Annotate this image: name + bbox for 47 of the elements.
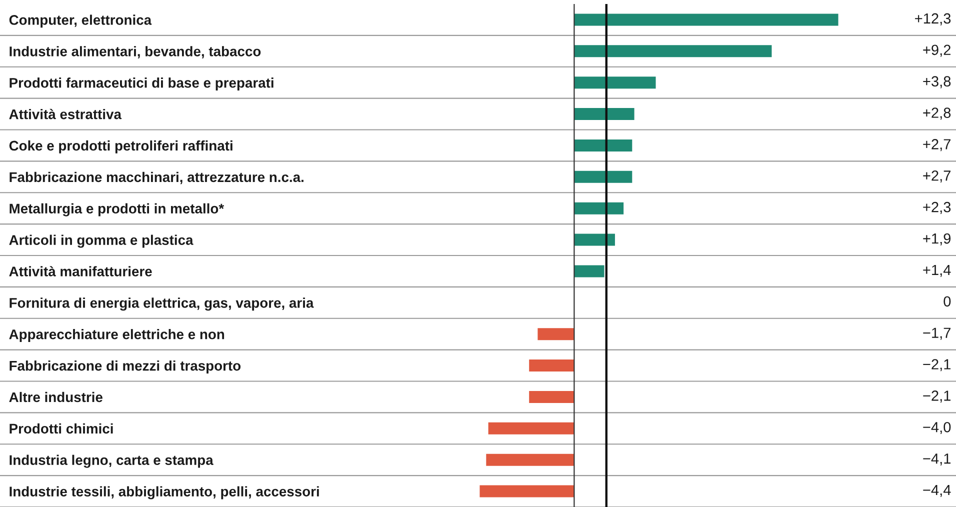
data-label: +2,3 — [923, 202, 951, 214]
bar — [574, 139, 632, 152]
bar — [488, 422, 574, 434]
bar — [574, 76, 656, 89]
y-tick-label: Apparecchiature elettriche e non — [9, 329, 224, 342]
bar — [529, 360, 574, 372]
data-label: −2,1 — [923, 359, 951, 372]
y-tick-label: Fabbricazione di mezzi di trasporto — [10, 360, 241, 374]
data-label: −1,7 — [923, 328, 950, 340]
bar — [529, 390, 574, 403]
y-tick-label: Coke e prodotti petroliferi raffinati — [9, 140, 232, 154]
data-label: +12,3 — [915, 13, 951, 26]
y-tick-label: Prodotti farmaceutici di base e preparati — [10, 78, 274, 91]
y-tick-label: Attività manifatturiere — [9, 266, 152, 276]
data-label: +9,2 — [923, 44, 950, 57]
y-tick-label: Computer, elettronica — [9, 14, 152, 28]
data-label: −4,0 — [923, 422, 951, 434]
data-label: +3,8 — [923, 76, 951, 88]
y-tick-label: Altre industrie — [9, 392, 102, 402]
y-tick-label: Articoli in gomma e plastica — [9, 234, 194, 248]
bar — [574, 202, 624, 214]
y-tick-label: Metallurgia e prodotti in metallo* — [10, 203, 224, 216]
y-tick-label: Prodotti chimici — [10, 423, 113, 434]
y-tick-label: Fabbricazione macchinari, attrezzature n.c.a. — [10, 172, 304, 184]
data-label: +2,7 — [923, 139, 950, 152]
data-label: 0 — [944, 296, 951, 307]
bar — [574, 265, 604, 278]
y-tick-label: Attività estrattiva — [9, 108, 122, 120]
data-label: −4,4 — [923, 485, 951, 497]
bar — [574, 108, 634, 120]
y-tick-label: Industrie tessili, abbigliamento, pelli, accessori — [10, 486, 319, 500]
bar — [538, 328, 574, 340]
data-label: −4,1 — [923, 454, 951, 466]
data-label: +2,7 — [923, 170, 950, 183]
bar — [486, 454, 574, 466]
bar — [480, 485, 574, 498]
y-tick-label: Industria legno, carta e stampa — [10, 454, 214, 468]
bar — [574, 234, 615, 246]
data-label: +2,8 — [923, 108, 951, 120]
data-label: +1,4 — [923, 264, 951, 277]
bar — [574, 170, 632, 183]
bar — [574, 14, 838, 26]
y-tick-label: Industrie alimentari, bevande, tabacco — [10, 46, 261, 58]
data-label: +1,9 — [923, 233, 951, 246]
y-tick-label: Fornitura di energia elettrica, gas, vapore, aria — [10, 298, 314, 311]
bar — [574, 45, 772, 58]
data-label: −2,1 — [923, 390, 951, 403]
